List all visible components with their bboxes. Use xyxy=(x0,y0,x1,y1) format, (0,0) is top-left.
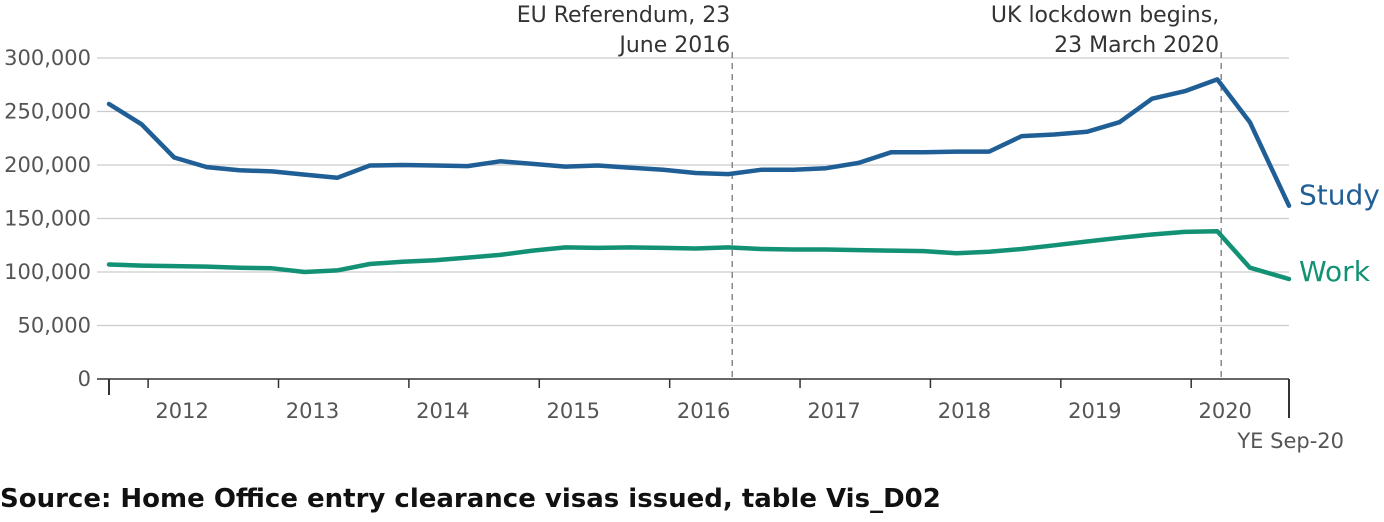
x-tick-label: 2015 xyxy=(547,399,600,423)
annotations: EU Referendum, 23 June 2016 UK lockdown be… xyxy=(517,3,1222,379)
x-tick-label: 2013 xyxy=(286,399,339,423)
line-chart: EU Referendum, 23 June 2016 UK lockdown be… xyxy=(4,3,1380,453)
x-tick-label: 2018 xyxy=(938,399,991,423)
series-label-work: Work xyxy=(1299,255,1371,288)
x-tick-label: 2019 xyxy=(1068,399,1121,423)
x-tick-label: 2012 xyxy=(155,399,208,423)
x-tick-label: 2014 xyxy=(416,399,469,423)
y-tick-label: 50,000 xyxy=(18,314,91,338)
y-tick-label: 300,000 xyxy=(4,46,91,70)
series-line-work xyxy=(106,229,1292,282)
y-tick-label: 100,000 xyxy=(4,260,91,284)
gridlines xyxy=(97,57,1289,327)
series-line-study xyxy=(106,77,1292,208)
annotation-text: UK lockdown begins, xyxy=(991,3,1219,28)
x-tick-label: 2020 xyxy=(1198,399,1251,423)
annotation-text: June 2016 xyxy=(617,33,730,58)
y-tick-label: 0 xyxy=(78,367,91,391)
annotation-text: 23 March 2020 xyxy=(1054,33,1219,58)
annotation-text: EU Referendum, 23 xyxy=(517,3,730,28)
y-tick-label: 250,000 xyxy=(4,100,91,124)
x-tick-label: 2016 xyxy=(677,399,730,423)
series-label-study: Study xyxy=(1299,179,1380,212)
y-tick-label: 150,000 xyxy=(4,207,91,231)
axes: 0 50,000 100,000 150,000 200,000 250,000 300,0… xyxy=(4,46,1344,453)
x-end-label: YE Sep-20 xyxy=(1236,429,1344,453)
series-lines: Study Work xyxy=(106,77,1380,288)
source-note: Source: Home Office entry clearance visa… xyxy=(0,484,941,514)
x-tick-label: 2017 xyxy=(807,399,860,423)
y-tick-label: 200,000 xyxy=(4,153,91,177)
